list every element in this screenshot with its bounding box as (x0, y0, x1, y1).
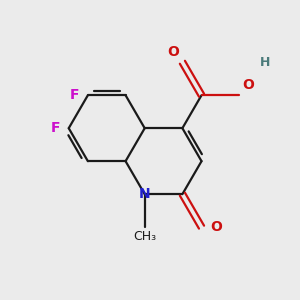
Text: CH₃: CH₃ (133, 230, 156, 243)
Text: O: O (210, 220, 222, 234)
Text: O: O (167, 45, 179, 59)
Text: F: F (51, 121, 61, 135)
Text: N: N (139, 187, 151, 201)
Text: H: H (260, 56, 270, 69)
Text: F: F (70, 88, 80, 102)
Text: O: O (243, 78, 255, 92)
